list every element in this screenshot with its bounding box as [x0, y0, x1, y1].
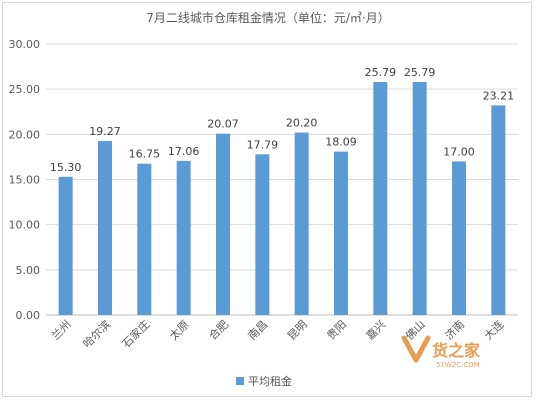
y-axis-ticks: 0.00 5.00 10.00 15.00 20.00 25.00 30.00: [9, 38, 41, 322]
data-label: 17.79: [247, 138, 279, 151]
x-tick-label: 昆明: [285, 318, 310, 343]
bar: [334, 151, 348, 315]
bar: [176, 160, 191, 315]
legend-swatch: [236, 377, 244, 385]
data-label: 17.00: [443, 145, 475, 158]
data-label: 25.79: [404, 66, 436, 79]
bar: [491, 105, 506, 315]
bar: [98, 140, 112, 315]
bar: [412, 82, 427, 315]
y-tick-label: 30.00: [9, 38, 41, 51]
y-tick-label: 25.00: [9, 83, 41, 96]
x-tick-label: 哈尔滨: [80, 317, 113, 350]
x-tick-label: 合肥: [206, 317, 231, 342]
bars: [58, 82, 506, 315]
y-tick-label: 10.00: [9, 219, 41, 232]
x-tick-label: 石家庄: [119, 317, 152, 350]
data-label: 15.30: [50, 161, 82, 174]
bar: [452, 161, 466, 315]
watermark-text: 货之家: [432, 341, 481, 360]
data-label: 25.79: [365, 66, 397, 79]
data-labels: 15.30 19.27 16.75 17.06 20.07 17.79 20.20 18.09…: [50, 66, 514, 174]
data-label: 19.27: [89, 125, 121, 138]
x-tick-label: 南昌: [246, 318, 271, 343]
bar: [294, 132, 309, 315]
watermark-logo: 货之家 51W2C.COM: [401, 335, 481, 369]
bar: [58, 176, 73, 315]
bar: [373, 82, 388, 315]
y-tick-label: 15.00: [9, 174, 41, 187]
watermark-subtext: 51W2C.COM: [436, 361, 480, 369]
data-label: 17.06: [168, 145, 200, 158]
x-tick-label: 嘉兴: [363, 317, 388, 342]
bar: [137, 163, 152, 315]
chart-title: 7月二线城市仓库租金情况（单位：元/㎡·月）: [146, 10, 390, 25]
watermark-logo-icon: [401, 335, 431, 363]
x-tick-label: 贵阳: [324, 318, 349, 343]
x-tick-label: 济南: [442, 317, 467, 342]
legend-label: 平均租金: [248, 374, 292, 388]
grid-lines: [46, 43, 518, 316]
y-tick-label: 0.00: [16, 309, 41, 322]
data-label: 18.09: [325, 136, 357, 149]
legend: 平均租金: [236, 374, 292, 388]
y-tick-label: 5.00: [16, 264, 41, 277]
data-label: 20.07: [207, 118, 239, 131]
data-label: 20.20: [286, 117, 318, 130]
data-label: 16.75: [129, 148, 161, 161]
x-tick-label: 太原: [167, 318, 192, 343]
x-tick-label: 兰州: [49, 318, 74, 343]
y-tick-label: 20.00: [9, 128, 41, 141]
bar: [255, 154, 270, 315]
x-tick-label: 大连: [481, 317, 506, 342]
data-label: 23.21: [483, 89, 515, 102]
bar: [216, 133, 230, 315]
